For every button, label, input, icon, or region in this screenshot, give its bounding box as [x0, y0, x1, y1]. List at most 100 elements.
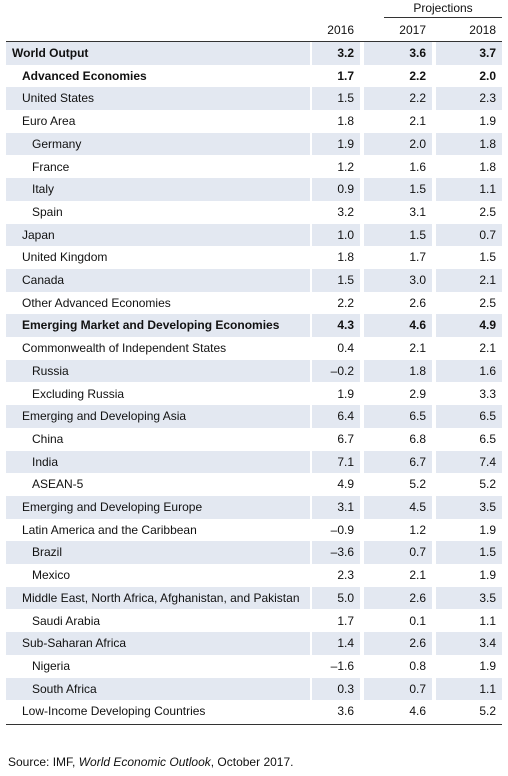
value-cell: 2.9: [409, 386, 426, 401]
value-cell: 0.9: [312, 178, 360, 201]
row-label: Japan: [6, 223, 310, 247]
table-row: South Africa 0.3 0.7 1.1: [0, 677, 508, 701]
table-row: Nigeria –1.6 0.8 1.9: [0, 655, 508, 678]
value-cell: 2.3: [337, 568, 354, 583]
value-cell: –0.2: [312, 359, 360, 383]
row-label: Emerging Market and Developing Economies: [6, 314, 310, 338]
value-cell: –3.6: [312, 541, 360, 565]
value-cell: 1.2: [409, 522, 426, 537]
value-cell: 3.4: [436, 632, 502, 655]
value-cell: 2.6: [364, 586, 432, 610]
value-cell: 3.2: [312, 42, 360, 65]
value-cell: 0.8: [409, 658, 426, 673]
row-label: China: [32, 431, 64, 446]
row-label: Germany: [6, 132, 310, 156]
value-cell: 1.6: [409, 159, 426, 174]
value-cell: 1.8: [479, 159, 496, 174]
value-cell: 3.7: [436, 42, 502, 65]
row-label: United Kingdom: [22, 250, 108, 265]
row-label: France: [32, 159, 70, 174]
value-cell: 1.8: [364, 359, 432, 383]
row-label: Saudi Arabia: [32, 613, 101, 628]
value-cell: 0.3: [312, 677, 360, 701]
table-row: United States 1.5 2.2 2.3: [0, 87, 508, 111]
value-cell: 4.3: [312, 314, 360, 338]
value-cell: 6.7: [337, 431, 354, 446]
value-cell: 4.6: [409, 704, 426, 719]
table-row: China 6.7 6.8 6.5: [0, 428, 508, 451]
value-cell: 0.1: [409, 613, 426, 628]
row-label: Low-Income Developing Countries: [22, 704, 206, 719]
value-cell: 6.5: [436, 405, 502, 428]
row-label: Canada: [6, 269, 310, 292]
value-cell: 5.2: [479, 704, 496, 719]
value-cell: 2.3: [436, 87, 502, 111]
year: 2017: [399, 23, 426, 37]
row-label: Latin America and the Caribbean: [22, 522, 197, 537]
value-cell: –0.9: [330, 522, 354, 537]
source-suffix: , October 2017.: [210, 755, 294, 769]
value-cell: 1.5: [312, 269, 360, 292]
table-row: Commonwealth of Independent States 0.4 2.1…: [0, 337, 508, 360]
value-cell: 1.5: [479, 250, 496, 265]
source-title: World Economic Outlook: [78, 755, 211, 769]
value-cell: 3.5: [436, 586, 502, 610]
value-cell: 2.1: [436, 269, 502, 292]
value-cell: 2.1: [409, 114, 426, 129]
value-cell: 6.5: [364, 405, 432, 428]
projections-rule: [384, 17, 502, 18]
value-cell: –1.6: [330, 658, 354, 673]
table-row: Canada 1.5 3.0 2.1: [0, 269, 508, 292]
value-cell: 1.9: [479, 522, 496, 537]
value-cell: 1.1: [479, 613, 496, 628]
table-row: Emerging and Developing Asia 6.4 6.5 6.5: [0, 405, 508, 428]
value-cell: 1.9: [337, 386, 354, 401]
value-cell: 2.2: [337, 295, 354, 310]
value-cell: 6.4: [312, 405, 360, 428]
row-label: Brazil: [6, 541, 310, 565]
table-row: ASEAN-5 4.9 5.2 5.2: [0, 473, 508, 496]
table-row: France 1.2 1.6 1.8: [0, 156, 508, 179]
value-cell: 5.2: [409, 477, 426, 492]
value-cell: 1.8: [337, 250, 354, 265]
value-cell: 3.0: [364, 269, 432, 292]
value-cell: 1.7: [337, 68, 354, 83]
value-cell: 3.6: [364, 42, 432, 65]
row-label: United States: [6, 87, 310, 111]
source-note: Source: IMF, World Economic Outlook, Oct…: [8, 754, 293, 770]
value-cell: 4.9: [337, 477, 354, 492]
row-label: Italy: [6, 178, 310, 201]
table-row: United Kingdom 1.8 1.7 1.5: [0, 246, 508, 269]
table-row: Mexico 2.3 2.1 1.9: [0, 564, 508, 587]
table-row: Emerging and Developing Europe 3.1 4.5 3.5: [0, 496, 508, 519]
row-label: South Africa: [6, 677, 310, 701]
table-row: Advanced Economies 1.7 2.2 2.0: [0, 65, 508, 88]
year: 2018: [469, 23, 496, 37]
value-cell: 2.5: [479, 295, 496, 310]
table-row: Germany 1.9 2.0 1.8: [0, 132, 508, 156]
table-row: Sub-Saharan Africa 1.4 2.6 3.4: [0, 632, 508, 655]
row-label: Excluding Russia: [32, 386, 125, 401]
row-label: India: [6, 450, 310, 474]
value-cell: 2.1: [409, 341, 426, 356]
value-cell: 3.3: [479, 386, 496, 401]
table-row: Middle East, North Africa, Afghanistan, …: [0, 586, 508, 610]
value-cell: 2.0: [479, 68, 496, 83]
value-cell: 2.6: [364, 632, 432, 655]
value-cell: 1.5: [436, 541, 502, 565]
value-cell: 2.1: [479, 341, 496, 356]
value-cell: 1.1: [436, 178, 502, 201]
row-label: Spain: [32, 204, 63, 219]
source-prefix: Source: IMF,: [8, 755, 76, 769]
value-cell: 1.0: [312, 223, 360, 247]
table-row: Low-Income Developing Countries 3.6 4.6 5.2: [0, 700, 508, 723]
row-label: Euro Area: [22, 114, 76, 129]
value-cell: 3.5: [436, 496, 502, 519]
value-cell: 3.1: [312, 496, 360, 519]
value-cell: 0.7: [436, 223, 502, 247]
row-label: Sub-Saharan Africa: [6, 632, 310, 655]
row-label: Nigeria: [32, 658, 71, 673]
row-label: Advanced Economies: [22, 68, 147, 83]
value-cell: 6.8: [409, 431, 426, 446]
